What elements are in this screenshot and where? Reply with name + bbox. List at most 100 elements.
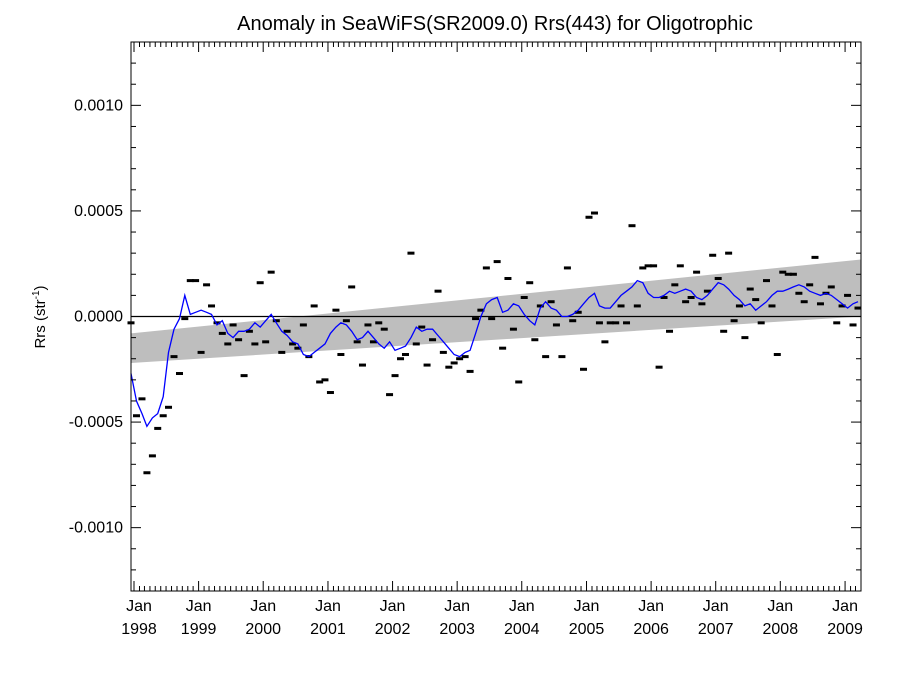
x-tick-label-month: Jan	[703, 598, 729, 615]
y-tick-label: 0.0000	[74, 309, 123, 326]
monthly-anomaly-point	[833, 321, 841, 325]
monthly-anomaly-point	[445, 365, 453, 369]
monthly-anomaly-point	[439, 350, 447, 354]
monthly-anomaly-point	[499, 346, 507, 350]
y-axis-label-main: Rrs (str	[32, 299, 49, 348]
y-tick-label: 0.0010	[74, 97, 123, 114]
monthly-anomaly-point	[154, 426, 162, 430]
monthly-anomaly-point	[256, 281, 264, 285]
running-mean-line	[130, 279, 859, 428]
monthly-anomaly-point	[811, 255, 819, 259]
monthly-anomaly-point	[434, 289, 442, 293]
monthly-anomaly-point	[165, 405, 173, 409]
monthly-anomaly-point	[353, 340, 361, 344]
monthly-anomaly-point	[606, 321, 614, 325]
x-tick-label-year: 2009	[827, 621, 863, 638]
monthly-anomaly-point	[358, 363, 366, 367]
monthly-anomaly-point	[423, 363, 431, 367]
monthly-anomaly-point	[375, 321, 383, 325]
monthly-anomaly-point	[526, 281, 534, 285]
monthly-anomaly-point	[348, 285, 356, 289]
monthly-anomaly-point	[730, 319, 738, 323]
monthly-anomaly-point	[294, 346, 302, 350]
x-tick-label-year: 2004	[504, 621, 540, 638]
monthly-anomaly-point	[531, 338, 539, 342]
monthly-anomaly-point	[391, 374, 399, 378]
y-tick-label: -0.0010	[69, 520, 123, 537]
monthly-anomaly-point	[552, 323, 560, 327]
x-tick-label-month: Jan	[638, 598, 664, 615]
x-tick-label-month: Jan	[126, 598, 152, 615]
monthly-anomaly-point	[397, 357, 405, 361]
monthly-anomaly-point	[687, 295, 695, 299]
monthly-anomaly-point	[569, 319, 577, 323]
monthly-anomaly-point	[639, 266, 647, 270]
monthly-anomaly-point	[132, 414, 140, 418]
monthly-anomaly-point	[601, 340, 609, 344]
x-tick-label-year: 2003	[439, 621, 475, 638]
monthly-anomaly-point	[262, 340, 270, 344]
monthly-anomaly-point	[509, 327, 517, 331]
axes: 0.0010 0.0005 0.0000 -0.0005 -0.0010 Jan 1998 J…	[69, 41, 863, 638]
monthly-anomaly-point	[299, 323, 307, 327]
monthly-anomaly-point	[644, 264, 652, 268]
monthly-anomaly-point	[245, 329, 253, 333]
monthly-anomaly-point	[181, 317, 189, 321]
monthly-anomaly-point	[401, 353, 409, 357]
monthly-anomaly-point	[477, 308, 485, 312]
monthly-anomaly-point	[272, 319, 280, 323]
monthly-anomaly-point	[612, 321, 620, 325]
chart-title: Anomaly in SeaWiFS(SR2009.0) Rrs(443) fo…	[237, 13, 753, 35]
y-axis-label-sup: -1	[31, 290, 42, 299]
monthly-anomaly-point	[542, 355, 550, 359]
monthly-anomaly-point	[676, 264, 684, 268]
monthly-anomaly-point	[504, 276, 512, 280]
monthly-anomaly-point	[714, 276, 722, 280]
monthly-anomaly-point	[574, 310, 582, 314]
monthly-anomaly-point	[698, 302, 706, 306]
monthly-anomaly-point	[488, 317, 496, 321]
monthly-anomaly-point	[386, 393, 394, 397]
x-tick-label-month: Jan	[574, 598, 600, 615]
monthly-anomaly-point	[235, 338, 243, 342]
monthly-anomaly-point	[203, 283, 211, 287]
plot-area	[127, 211, 862, 475]
monthly-anomaly-point	[746, 287, 754, 291]
monthly-anomaly-point	[768, 304, 776, 308]
monthly-anomaly-point	[450, 361, 458, 365]
monthly-anomaly-point	[585, 215, 593, 219]
monthly-anomaly-point	[682, 300, 690, 304]
monthly-anomaly-point	[703, 289, 711, 293]
monthly-anomaly-point	[784, 272, 792, 276]
monthly-anomaly-point	[316, 380, 324, 384]
x-tick-label-year: 2001	[310, 621, 346, 638]
monthly-anomaly-point	[143, 471, 151, 475]
monthly-anomaly-point	[628, 224, 636, 228]
monthly-anomaly-point	[369, 340, 377, 344]
x-tick-label-month: Jan	[832, 598, 858, 615]
monthly-anomaly-point	[251, 342, 259, 346]
monthly-anomaly-point	[762, 279, 770, 283]
x-tick-label-year: 2000	[245, 621, 281, 638]
monthly-anomaly-point	[515, 380, 523, 384]
monthly-anomaly-point	[186, 279, 194, 283]
monthly-anomaly-point	[623, 321, 631, 325]
monthly-anomaly-point	[412, 342, 420, 346]
monthly-anomaly-point	[380, 327, 388, 331]
monthly-anomaly-point	[461, 355, 469, 359]
x-tick-label-year: 1999	[181, 621, 217, 638]
monthly-anomaly-point	[752, 298, 760, 302]
monthly-anomaly-point	[493, 260, 501, 264]
monthly-anomaly-point	[590, 211, 598, 215]
monthly-anomaly-point	[278, 350, 286, 354]
x-tick-label-month: Jan	[315, 598, 341, 615]
monthly-anomaly-point	[779, 270, 787, 274]
monthly-anomaly-point	[218, 331, 226, 335]
monthly-anomaly-point	[789, 272, 797, 276]
monthly-anomaly-point	[138, 397, 146, 401]
x-tick-label-month: Jan	[186, 598, 212, 615]
monthly-anomaly-point	[342, 319, 350, 323]
monthly-anomaly-point	[267, 270, 275, 274]
x-tick-label-month: Jan	[380, 598, 406, 615]
